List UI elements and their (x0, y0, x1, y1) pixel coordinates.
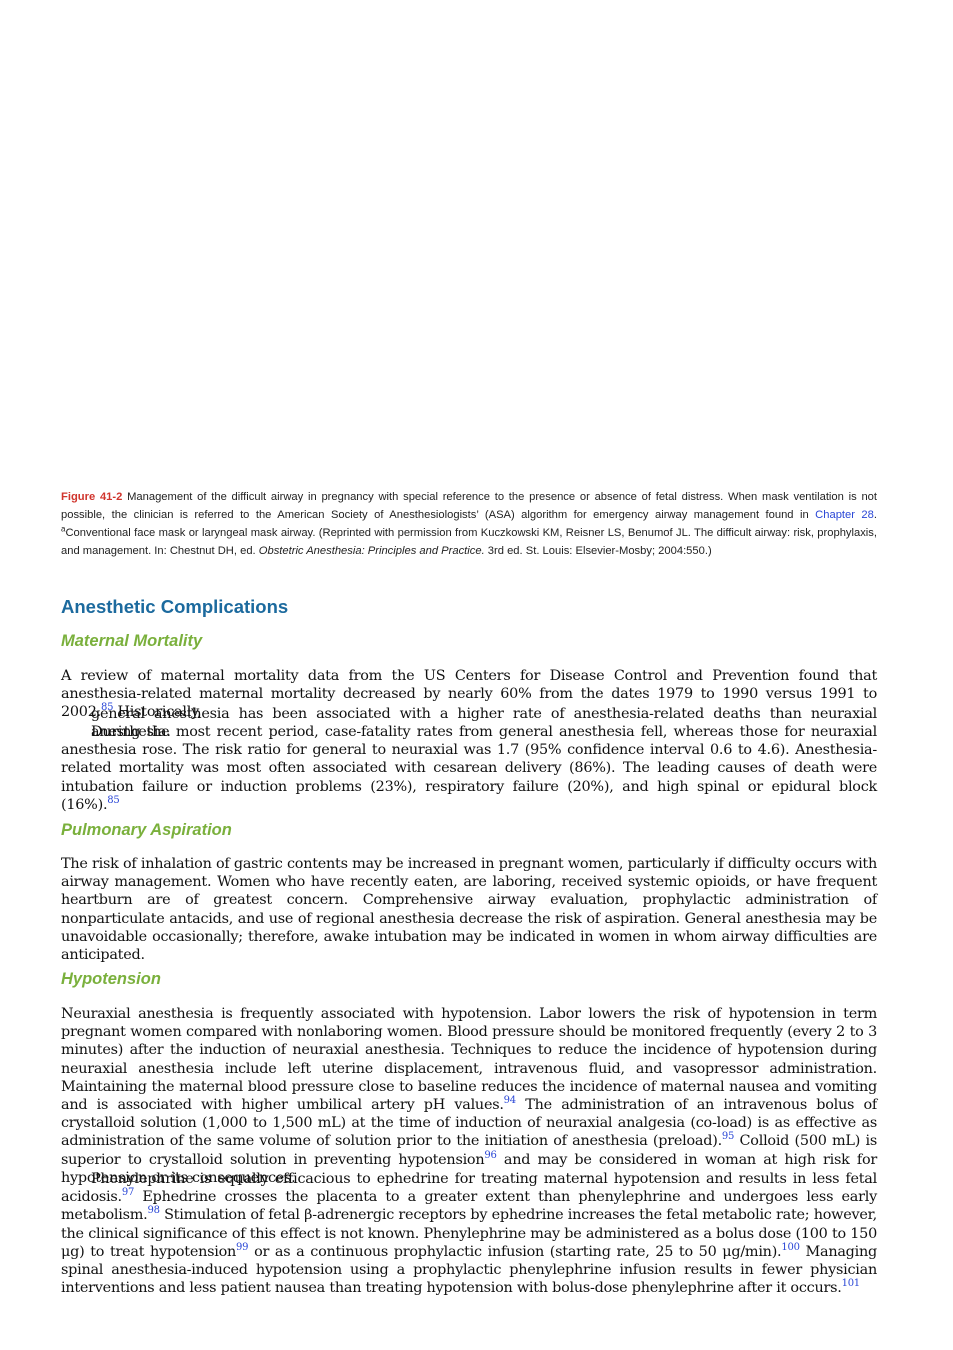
reference-link[interactable]: 85 (100, 702, 114, 714)
reference-link[interactable]: 101 (841, 1278, 861, 1290)
reference-link[interactable]: 100 (781, 1242, 800, 1254)
reference-link[interactable]: 94 (503, 1095, 516, 1107)
paragraph-text: Managing spinal anesthesia-induced hypot… (61, 1243, 877, 1297)
paragraph-text: Phenylephrine is equally efficacious to … (61, 1171, 877, 1206)
caption-text: 3rd ed. St. Louis: Elsevier-Mosby; 2004:… (484, 545, 712, 557)
paragraph-text: A review of maternal mortality data from… (61, 668, 877, 721)
paragraph-pulmonary-aspiration: The risk of inhalation of gastric conten… (61, 856, 877, 964)
paragraph-maternal-mortality-2: general anesthesia has been associated w… (91, 706, 877, 741)
footnote-marker: a (61, 524, 66, 534)
reference-link[interactable]: 85 (107, 795, 120, 807)
paragraph-text: Ephedrine crosses the placenta to a grea… (61, 1189, 877, 1224)
chapter-link[interactable]: Chapter 28 (815, 509, 874, 521)
reference-link[interactable]: 97 (121, 1187, 135, 1199)
subsection-title-pulmonary-aspiration: Pulmonary Aspiration (61, 821, 232, 839)
paragraph-text: During the most recent period, case-fata… (61, 724, 877, 813)
subsection-title-hypotension: Hypotension (61, 970, 161, 988)
paragraph-text: Neuraxial anesthesia is frequently assoc… (61, 1006, 877, 1114)
section-title: Anesthetic Complications (61, 596, 289, 617)
paragraph-text: and may be considered in woman at high r… (61, 1151, 878, 1186)
paragraph-text: Colloid (500 mL) is superior to crystall… (61, 1133, 877, 1168)
paragraph-maternal-mortality: A review of maternal mortality data from… (61, 667, 877, 722)
figure-label: Figure 41-2 (61, 491, 123, 503)
paragraph-text: Stimulation of fetal β-adrenergic recept… (61, 1207, 877, 1260)
paragraph-maternal-mortality-3: During the most recent period, case-fata… (61, 723, 877, 814)
reference-link[interactable]: 98 (147, 1205, 160, 1217)
paragraph-hypotension-2: Phenylephrine is equally efficacious to … (61, 1170, 877, 1297)
figure-caption: Figure 41-2 Management of the difficult … (61, 488, 877, 560)
paragraph-text: Historically, (113, 704, 202, 721)
reference-link[interactable]: 96 (484, 1149, 497, 1161)
book-title: Obstetric Anesthesia: Principles and Pra… (258, 545, 485, 557)
paragraph-text: The administration of an intravenous bol… (61, 1097, 877, 1150)
subsection-title-maternal-mortality: Maternal Mortality (61, 632, 203, 650)
caption-text: . (873, 509, 877, 521)
caption-text: Conventional face mask or laryngeal mask… (61, 527, 877, 557)
reference-link[interactable]: 95 (721, 1131, 735, 1143)
caption-text: Management of the difficult airway in pr… (61, 491, 878, 521)
reference-link[interactable]: 99 (236, 1242, 249, 1254)
paragraph-text: or as a continuous prophylactic infusion… (248, 1243, 782, 1260)
paragraph-hypotension-1: Neuraxial anesthesia is frequently assoc… (61, 1005, 877, 1187)
